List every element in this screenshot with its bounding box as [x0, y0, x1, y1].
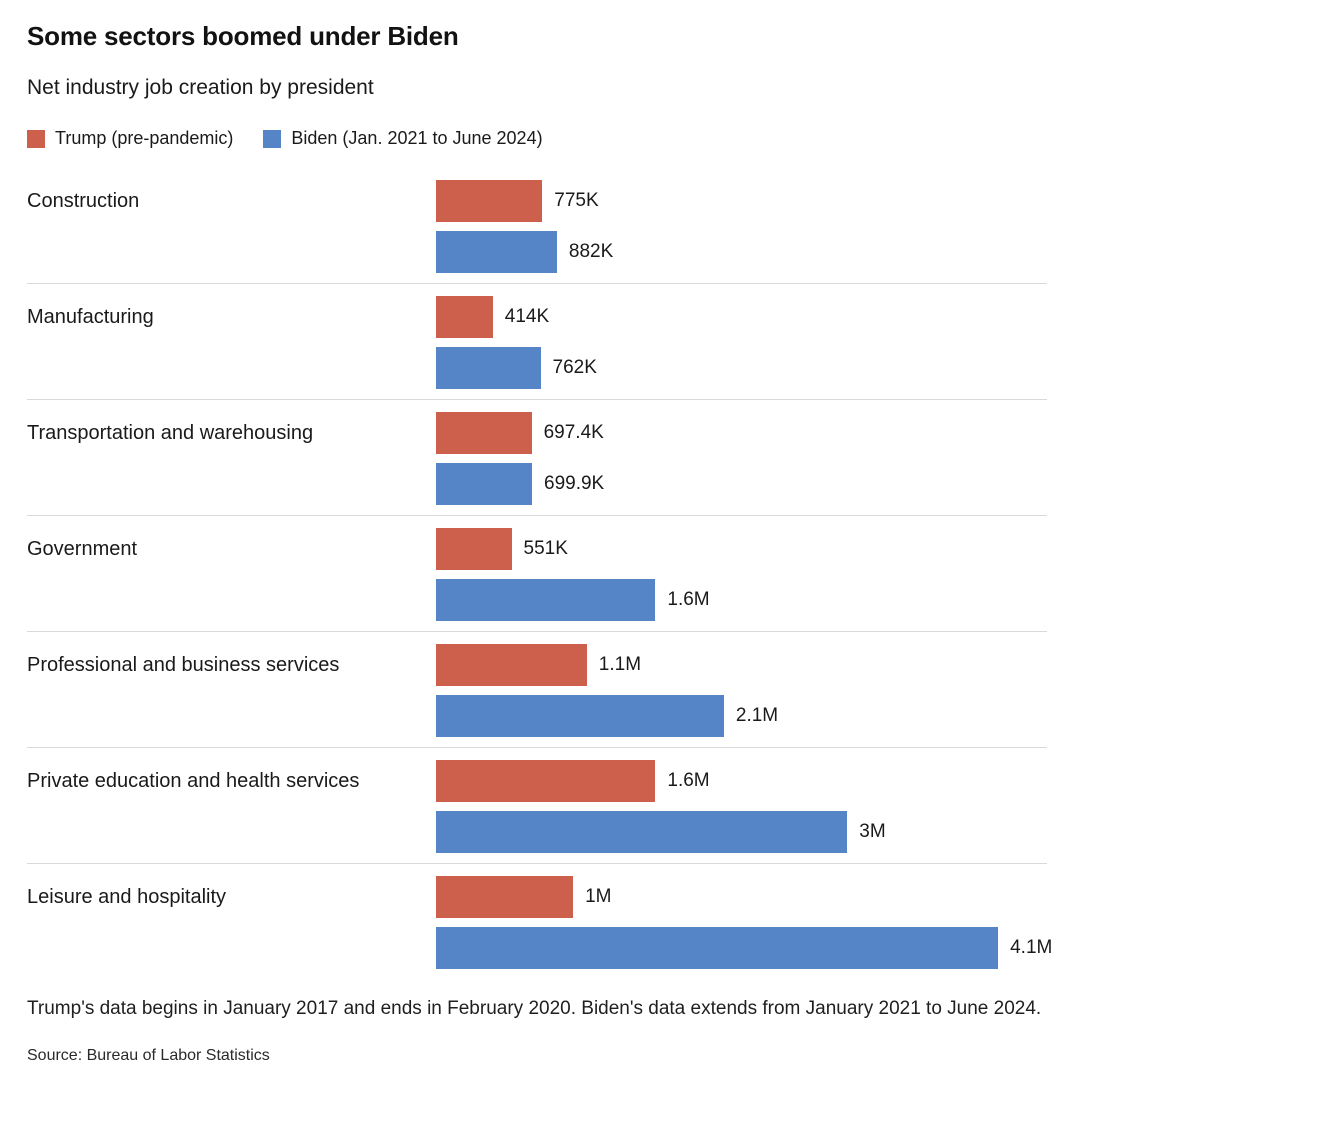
legend: Trump (pre-pandemic) Biden (Jan. 2021 to…: [27, 128, 1303, 149]
biden-bar: [436, 579, 656, 621]
bar-line: 3M: [436, 811, 1047, 853]
bar-line: 882K: [436, 231, 1047, 273]
trump-legend-label: Trump (pre-pandemic): [55, 128, 234, 148]
value-label: 1M: [585, 886, 612, 907]
value-label: 1.1M: [598, 654, 642, 675]
value-label: 1.6M: [667, 589, 710, 610]
trump-bar: [436, 180, 543, 222]
category-label: Transportation and warehousing: [27, 422, 314, 444]
biden-legend-label: Biden (Jan. 2021 to June 2024): [291, 128, 543, 148]
bar-line: 762K: [436, 347, 1047, 389]
bar-line: 414K: [436, 296, 1047, 338]
chart-row: Construction 775K 882K: [27, 168, 1047, 283]
bar-group: 414K 762K: [436, 296, 1047, 389]
value-label: 551K: [523, 538, 568, 559]
bar-group: 1.1M 2.1M: [436, 644, 1047, 737]
bar-line: 775K: [436, 180, 1047, 222]
bar-line: 1.6M: [436, 579, 1047, 621]
trump-bar: [436, 760, 656, 802]
bar-group: 551K 1.6M: [436, 528, 1047, 621]
biden-bar: [436, 811, 848, 853]
bar-line: 2.1M: [436, 695, 1047, 737]
bar-group: 697.4K 699.9K: [436, 412, 1047, 505]
bar-line: 1M: [436, 876, 1052, 918]
chart-source: Source: Bureau of Labor Statistics: [27, 1047, 270, 1064]
trump-bar: [436, 876, 574, 918]
chart-rows: Construction 775K 882K Manufacturing 414K 762…: [27, 168, 1052, 979]
bar-line: 1.6M: [436, 760, 1047, 802]
biden-legend-swatch: [263, 129, 282, 148]
chart-row: Private education and health services 1.6…: [27, 747, 1047, 863]
legend-item-trump: Trump (pre-pandemic): [27, 128, 233, 149]
category-label: Professional and business services: [27, 654, 340, 676]
bar-line: 699.9K: [436, 463, 1047, 505]
biden-bar: [436, 927, 999, 969]
bar-line: 551K: [436, 528, 1047, 570]
chart-row: Manufacturing 414K 762K: [27, 283, 1047, 399]
trump-bar: [436, 412, 532, 454]
biden-bar: [436, 695, 724, 737]
chart-row: Government 551K 1.6M: [27, 515, 1047, 631]
trump-legend-swatch: [27, 129, 45, 148]
biden-bar: [436, 463, 532, 505]
value-label: 4.1M: [1010, 937, 1053, 958]
trump-bar: [436, 528, 512, 570]
category-label: Private education and health services: [27, 770, 360, 792]
category-label: Leisure and hospitality: [27, 886, 227, 908]
trump-bar: [436, 644, 587, 686]
chart-row: Professional and business services 1.1M 2.…: [27, 631, 1047, 747]
value-label: 775K: [554, 190, 599, 211]
bar-line: 1.1M: [436, 644, 1047, 686]
bar-line: 4.1M: [436, 927, 1052, 969]
chart-subtitle: Net industry job creation by president: [27, 76, 374, 99]
value-label: 697.4K: [543, 422, 604, 443]
value-label: 414K: [504, 306, 550, 327]
chart-title: Some sectors boomed under Biden: [27, 21, 459, 51]
value-label: 2.1M: [735, 705, 779, 726]
bar-group: 775K 882K: [436, 180, 1047, 273]
value-label: 762K: [552, 357, 597, 378]
value-label: 3M: [859, 821, 886, 842]
legend-item-biden: Biden (Jan. 2021 to June 2024): [263, 128, 543, 149]
value-label: 699.9K: [544, 473, 605, 494]
value-label: 882K: [568, 241, 614, 262]
bar-group: 1M 4.1M: [436, 876, 1052, 969]
bar-group: 1.6M 3M: [436, 760, 1047, 853]
trump-bar: [436, 296, 493, 338]
biden-bar: [436, 231, 557, 273]
category-label: Government: [27, 538, 138, 560]
bar-line: 697.4K: [436, 412, 1047, 454]
biden-bar: [436, 347, 541, 389]
chart-row: Transportation and warehousing 697.4K 699.…: [27, 399, 1047, 515]
category-label: Construction: [27, 190, 140, 212]
category-label: Manufacturing: [27, 306, 154, 328]
value-label: 1.6M: [667, 770, 710, 791]
chart-note: Trump's data begins in January 2017 and …: [27, 998, 1042, 1019]
chart-row: Leisure and hospitality 1M 4.1M: [27, 863, 1052, 979]
